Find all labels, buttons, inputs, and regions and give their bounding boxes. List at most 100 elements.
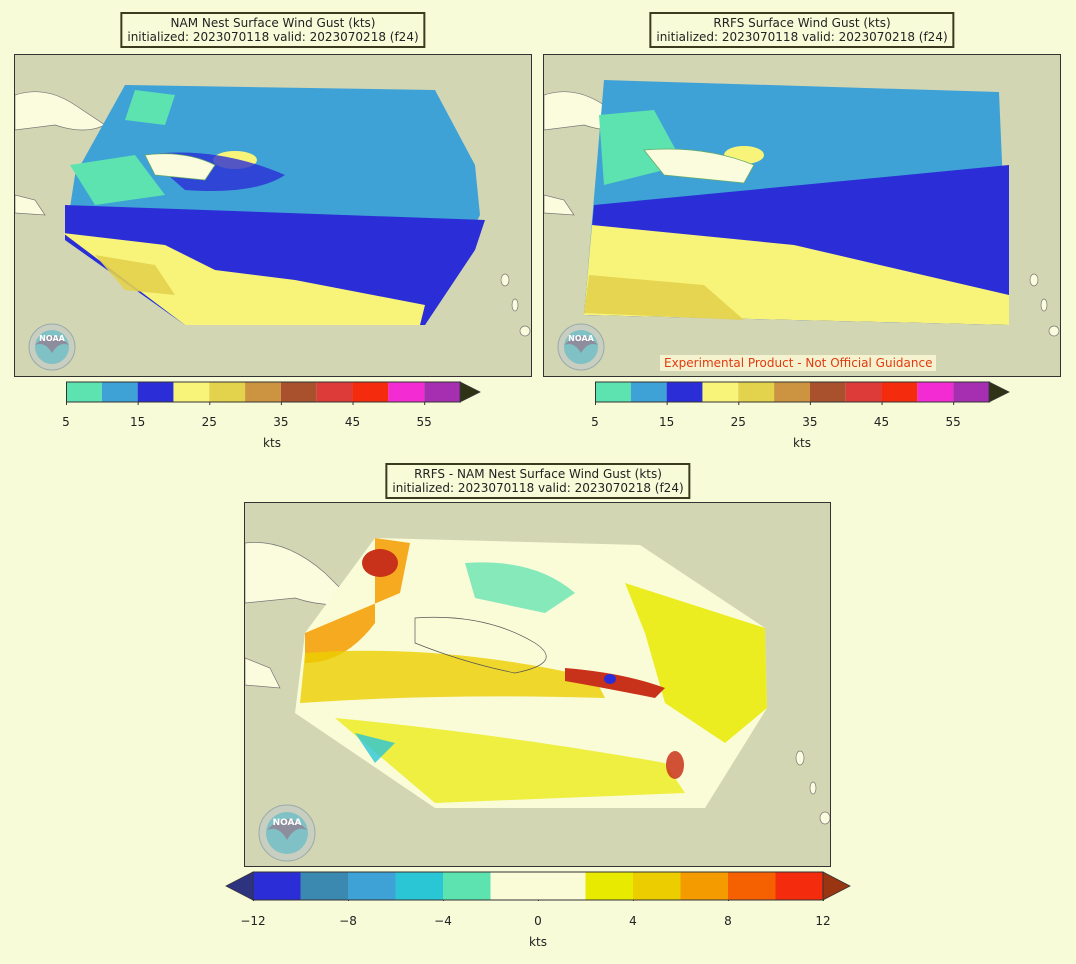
colorbar-segment (881, 382, 918, 402)
colorbar-tick-mark (424, 402, 426, 405)
colorbar-extend-max (459, 381, 481, 403)
colorbar-tick-label: 12 (815, 914, 831, 928)
rrfs-colorbar (595, 381, 1015, 409)
diff-streak-red (565, 668, 665, 698)
diff-title-line2: initialized: 2023070118 valid: 202307021… (392, 481, 684, 495)
colorbar-segment (490, 872, 538, 900)
colorbar-tick-mark (348, 900, 349, 901)
diff-island-e2 (809, 781, 817, 795)
colorbar-segment (253, 872, 301, 900)
diff-patch-cyan (355, 733, 395, 763)
colorbar-tick-mark (823, 900, 824, 901)
noaa-logo-icon: NOAA (28, 323, 76, 371)
nam-title-line2: initialized: 2023070118 valid: 202307021… (127, 30, 419, 44)
diff-colorbar-label: kts (529, 935, 547, 949)
colorbar-segment (702, 382, 739, 402)
colorbar-segment (101, 382, 138, 402)
colorbar-tick-label: 15 (658, 415, 675, 429)
nam-island (144, 153, 216, 181)
rrfs-patch-gold (584, 275, 744, 320)
colorbar-extend-max (988, 381, 1010, 403)
rrfs-island-e2 (1040, 298, 1048, 312)
colorbar-tick-mark (66, 402, 67, 405)
colorbar-segment (424, 382, 460, 402)
colorbar-segment (352, 382, 389, 402)
colorbar-segment (775, 872, 823, 900)
nam-patch-teal (70, 155, 165, 205)
colorbar-segment (728, 872, 776, 900)
diff-patch-blue (604, 674, 616, 684)
rrfs-island-e1 (1029, 273, 1039, 287)
nam-colorbar-svg (66, 381, 481, 405)
colorbar-tick-label: 55 (945, 415, 961, 429)
diff-patch-teal (465, 562, 575, 613)
colorbar-segment (538, 872, 586, 900)
nam-island-e2 (511, 298, 519, 312)
diff-island-e3 (819, 811, 830, 825)
colorbar-segment (595, 382, 631, 402)
colorbar-border (66, 381, 461, 403)
colorbar-segment (774, 382, 810, 402)
colorbar-tick-mark (809, 402, 811, 405)
nam-island-e1 (500, 273, 510, 287)
colorbar-tick-mark (280, 402, 282, 405)
diff-map-svg (245, 538, 830, 825)
colorbar-segment (348, 872, 396, 900)
rrfs-map-svg (544, 80, 1060, 337)
colorbar-tick-mark (666, 402, 668, 405)
colorbar-tick-label: 55 (416, 415, 432, 429)
diff-colorbar-svg (225, 871, 851, 901)
colorbar-tick-label: −12 (240, 914, 266, 928)
rrfs-island-e3 (1048, 325, 1060, 337)
colorbar-segment (137, 382, 174, 402)
nam-title-line1: NAM Nest Surface Wind Gust (kts) (170, 16, 376, 30)
svg-text:NOAA: NOAA (568, 334, 594, 343)
colorbar-segment (630, 382, 667, 402)
colorbar-segment (809, 382, 846, 402)
nam-land-sw (15, 194, 46, 216)
colorbar-segment (666, 382, 703, 402)
colorbar-segment (953, 382, 989, 402)
colorbar-segment (680, 872, 728, 900)
diff-map: NOAA (244, 502, 831, 867)
colorbar-segment (917, 382, 954, 402)
rrfs-colorbar-label: kts (793, 436, 811, 450)
diff-patch-red-n (362, 549, 398, 577)
colorbar-tick-label: 25 (730, 415, 746, 429)
disclaimer-label: Experimental Product - Not Official Guid… (660, 355, 937, 371)
colorbar-segment (280, 382, 317, 402)
nam-island-e3 (519, 325, 531, 337)
diff-title-line1: RRFS - NAM Nest Surface Wind Gust (kts) (414, 467, 662, 481)
rrfs-colorbar-svg (595, 381, 1010, 405)
colorbar-segment (395, 872, 443, 900)
colorbar-segment (209, 382, 246, 402)
rrfs-title: RRFS Surface Wind Gust (kts) initialized… (649, 12, 955, 48)
colorbar-tick-label: 35 (802, 415, 818, 429)
noaa-logo-icon: NOAA (557, 323, 605, 371)
nam-colorbar (66, 381, 486, 409)
colorbar-segment (388, 382, 425, 402)
colorbar-tick-mark (253, 900, 254, 901)
rrfs-title-line1: RRFS Surface Wind Gust (kts) (713, 16, 891, 30)
colorbar-tick-label: 25 (201, 415, 217, 429)
rrfs-title-line2: initialized: 2023070118 valid: 202307021… (656, 30, 948, 44)
noaa-logo-icon: NOAA (258, 804, 316, 862)
colorbar-tick-mark (953, 402, 955, 405)
colorbar-tick-label: 35 (273, 415, 289, 429)
colorbar-tick-mark (595, 402, 596, 405)
colorbar-extend-min (225, 871, 254, 901)
nam-band-yellow (63, 233, 425, 325)
colorbar-segment (173, 382, 210, 402)
colorbar-tick-mark (538, 900, 539, 901)
colorbar-tick-label: 15 (129, 415, 146, 429)
nam-title: NAM Nest Surface Wind Gust (kts) initial… (120, 12, 426, 48)
colorbar-tick-label: 45 (873, 415, 890, 429)
nam-map: NOAA (14, 54, 532, 377)
colorbar-segment (245, 382, 281, 402)
svg-text:NOAA: NOAA (39, 334, 65, 343)
rrfs-map: NOAA (543, 54, 1061, 377)
colorbar-tick-label: 5 (591, 415, 599, 429)
colorbar-tick-label: 8 (724, 914, 732, 928)
colorbar-segment (585, 872, 633, 900)
colorbar-tick-label: −8 (339, 914, 357, 928)
